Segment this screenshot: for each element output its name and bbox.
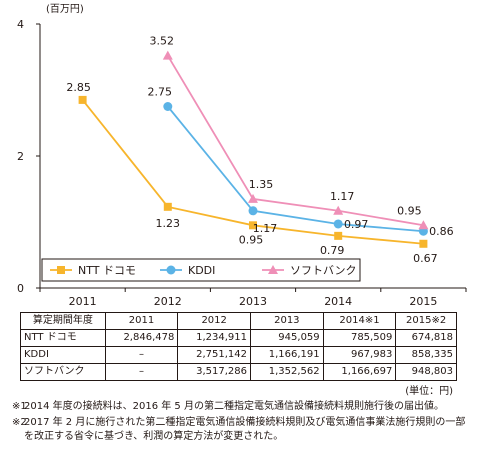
legend-label: KDDI: [188, 264, 215, 277]
table-cell: 674,818: [395, 329, 457, 347]
table-cell: 858,335: [395, 346, 457, 364]
table-cell: 2,846,478: [104, 329, 179, 347]
table-cell: 945,059: [250, 329, 324, 347]
footnote-mark: ※1: [12, 401, 27, 412]
line-chart: (百万円) 0 2 4 2011 2012 2013 2014 2015 2.85 1.23 0.95…: [17, 3, 467, 308]
data-label: 3.52: [150, 35, 175, 48]
data-table: 算定期間年度 2011 2012 2013 2014※1 2015※2 NTT ドコモ 2,…: [20, 312, 457, 381]
data-label: 0.95: [239, 233, 264, 246]
data-point: [418, 220, 429, 230]
data-label: 0.86: [429, 225, 454, 238]
legend-label: ソフトバンク: [290, 264, 357, 277]
data-label: 1.23: [156, 217, 181, 230]
data-point: [248, 193, 258, 203]
data-label: 2.85: [66, 81, 91, 94]
data-label: 0.79: [320, 244, 345, 257]
data-point: [248, 206, 258, 216]
table-cell: 1,234,911: [177, 329, 251, 347]
data-label: 0.97: [344, 218, 369, 231]
footnote-2: ※2 2017 年 2 月に施行された第二種指定電気通信設備接続料規則及び電気通…: [12, 416, 467, 444]
table-cell: 967,983: [322, 346, 397, 364]
data-label: 0.95: [397, 204, 422, 217]
data-label: 0.67: [413, 252, 438, 265]
legend-label: NTT ドコモ: [78, 264, 136, 277]
x-tick-label: 2013: [239, 295, 267, 308]
table-row: NTT ドコモ 2,846,478 1,234,911 945,059 785,509 6…: [20, 329, 457, 347]
table-row-header: NTT ドコモ: [20, 329, 106, 347]
table-row-header: ソフトバンク: [20, 363, 106, 381]
table-row: KDDI –2,751,142 1,166,191 967,983 858,335: [20, 346, 457, 364]
legend-marker: [166, 265, 176, 275]
table-corner-header: 算定期間年度: [20, 312, 106, 330]
table-column-header: 2012: [177, 312, 251, 330]
table-cell: –: [104, 346, 179, 364]
data-point: [334, 231, 343, 240]
legend-marker: [268, 265, 278, 274]
x-tick-label: 2012: [154, 295, 182, 308]
data-point: [333, 205, 344, 215]
data-point: [419, 239, 428, 248]
table-cell: 1,166,697: [322, 363, 397, 381]
data-point: [162, 50, 173, 60]
table-cell: 2,751,142: [177, 346, 251, 364]
table-cell: –: [104, 363, 179, 381]
unit-note: (単位：円): [405, 386, 453, 397]
data-point: [78, 95, 87, 104]
table-column-header: 2014※1: [322, 312, 397, 330]
x-tick-label: 2014: [324, 295, 352, 308]
table-row-header: KDDI: [20, 346, 106, 364]
data-label: 1.17: [330, 190, 355, 203]
y-tick-label: 4: [17, 18, 24, 31]
data-point: [163, 102, 173, 111]
table-cell: 948,803: [395, 363, 457, 381]
series-line-kddi: [167, 105, 424, 233]
x-tick-label: 2011: [69, 295, 97, 308]
data-label: 2.75: [148, 86, 173, 99]
data-point: [333, 219, 343, 229]
table-cell: 785,509: [322, 329, 397, 347]
table-cell: 1,352,562: [250, 363, 324, 381]
table-row: ソフトバンク –3,517,286 1,352,562 1,166,697 948,80…: [20, 363, 457, 381]
legend-marker: [57, 266, 65, 274]
footnotes: ※1 2014 年度の接続料は、2016 年 5 月の第二種指定電気通信設備接続…: [12, 400, 467, 446]
data-point: [249, 221, 257, 230]
footnote-text: 2017 年 2 月に施行された第二種指定電気通信設備接続料規則及び電気通信事業…: [24, 417, 466, 442]
x-tick-label: 2015: [409, 295, 437, 308]
y-tick-label: 2: [17, 150, 24, 163]
series-line-ソフトバンク: [167, 55, 424, 227]
data-label: 1.35: [249, 178, 274, 191]
table-cell: 3,517,286: [177, 363, 251, 381]
footnote-text: 2014 年度の接続料は、2016 年 5 月の第二種指定電気通信設備接続料規則…: [24, 401, 444, 412]
data-label: 1.17: [253, 222, 278, 235]
y-tick-label: 0: [17, 282, 24, 295]
footnote-1: ※1 2014 年度の接続料は、2016 年 5 月の第二種指定電気通信設備接続…: [12, 400, 467, 414]
y-unit-label: (百万円): [46, 3, 84, 15]
table-column-header: 2011: [104, 312, 179, 330]
table-column-header: 2013: [250, 312, 324, 330]
table-column-header: 2015※2: [395, 312, 457, 330]
data-point: [163, 202, 172, 211]
legend-box: [41, 258, 361, 282]
table-cell: 1,166,191: [250, 346, 324, 364]
footnote-mark: ※2: [12, 417, 27, 428]
table-header-row: 算定期間年度 2011 2012 2013 2014※1 2015※2: [20, 312, 457, 330]
